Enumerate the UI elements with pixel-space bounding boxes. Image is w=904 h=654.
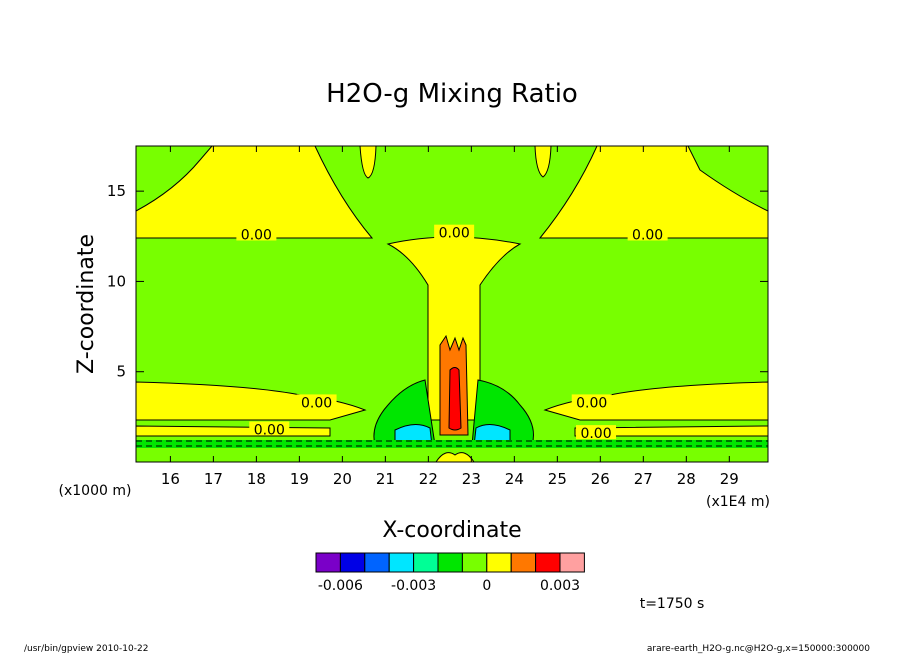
x-axis: 16 17 18 19 20 21 22 23 24 25 26 27 28 29 bbox=[161, 146, 739, 488]
contour-label: 0.00 bbox=[576, 395, 607, 411]
y-unit-label: (x1000 m) bbox=[59, 483, 132, 499]
thin-left-layer bbox=[135, 425, 331, 437]
chart-title: H2O-g Mixing Ratio bbox=[326, 79, 578, 109]
colorbar-swatch bbox=[461, 552, 488, 573]
contour-label-bg bbox=[571, 394, 612, 409]
colorbar-label: -0.006 bbox=[318, 578, 363, 594]
top-lobe-right bbox=[534, 145, 552, 178]
contour-field: 0.00 0.00 0.00 0.00 0.00 0.00 0.00 bbox=[135, 145, 769, 463]
contour-labels: 0.00 0.00 0.00 0.00 0.00 0.00 0.00 bbox=[236, 224, 668, 442]
contour-label: 0.00 bbox=[241, 227, 272, 243]
colorbar-swatch bbox=[510, 552, 537, 573]
x-unit-label: (x1E4 m) bbox=[706, 494, 770, 510]
time-label: t=1750 s bbox=[640, 596, 705, 612]
x-axis-title: X-coordinate bbox=[382, 518, 521, 543]
colorbar-swatch bbox=[437, 552, 463, 573]
y-axis-title: Z-coordinate bbox=[74, 234, 99, 374]
x-tick-label: 19 bbox=[290, 470, 309, 488]
lower-left-layer bbox=[135, 381, 367, 421]
colorbar-swatch bbox=[364, 552, 390, 573]
x-tick-label: 22 bbox=[419, 470, 438, 488]
contour-label-bg bbox=[434, 224, 475, 239]
contour-label-bg bbox=[627, 226, 668, 241]
x-tick-label: 18 bbox=[247, 470, 266, 488]
x-tick-label: 26 bbox=[591, 470, 610, 488]
colorbar-swatch bbox=[413, 552, 439, 573]
contour-label: 0.00 bbox=[301, 395, 332, 411]
x-tick-label: 20 bbox=[333, 470, 352, 488]
contour-label: 0.00 bbox=[254, 422, 285, 438]
footer-right: arare-earth_H2O-g.nc@H2O-g,x=150000:3000… bbox=[647, 644, 870, 654]
y-tick-label: 15 bbox=[107, 182, 126, 200]
colorbar-label: 0.003 bbox=[540, 578, 580, 594]
red-center bbox=[448, 367, 462, 431]
colorbar-label: -0.003 bbox=[391, 578, 436, 594]
contour-label-bg bbox=[296, 394, 337, 409]
x-tick-label: 21 bbox=[376, 470, 395, 488]
x-tick-label: 17 bbox=[204, 470, 223, 488]
colorbar: -0.006 -0.003 0 0.003 bbox=[315, 552, 585, 594]
contour-label: 0.00 bbox=[580, 426, 611, 442]
x-tick-label: 16 bbox=[161, 470, 180, 488]
plot-frame bbox=[135, 145, 769, 463]
contour-label: 0.00 bbox=[632, 227, 663, 243]
x-tick-label: 24 bbox=[505, 470, 524, 488]
bottom-lobe bbox=[435, 452, 475, 463]
contour-label: 0.00 bbox=[439, 226, 470, 242]
top-lobe-left bbox=[359, 145, 377, 179]
y-tick-label: 5 bbox=[116, 363, 126, 381]
y-tick-label: 10 bbox=[107, 272, 126, 290]
contour-label-bg bbox=[249, 421, 290, 436]
x-tick-label: 28 bbox=[677, 470, 696, 488]
colorbar-swatch bbox=[315, 552, 341, 573]
colorbar-swatch bbox=[339, 552, 366, 573]
colorbar-swatch bbox=[535, 552, 561, 573]
surface-green-band bbox=[136, 440, 768, 448]
x-tick-label: 23 bbox=[462, 470, 481, 488]
y-axis: 5 10 15 bbox=[107, 182, 768, 381]
colorbar-swatch bbox=[486, 552, 512, 573]
x-tick-label: 29 bbox=[720, 470, 739, 488]
colorbar-label: 0 bbox=[482, 578, 491, 594]
lower-right-layer bbox=[543, 381, 769, 421]
footer-left: /usr/bin/gpview 2010-10-22 bbox=[24, 644, 148, 654]
x-tick-label: 27 bbox=[634, 470, 653, 488]
x-tick-label: 25 bbox=[548, 470, 567, 488]
colorbar-swatch bbox=[388, 552, 415, 573]
contour-label-bg bbox=[236, 226, 277, 241]
contour-label-bg bbox=[576, 425, 617, 440]
colorbar-swatch bbox=[559, 552, 585, 573]
